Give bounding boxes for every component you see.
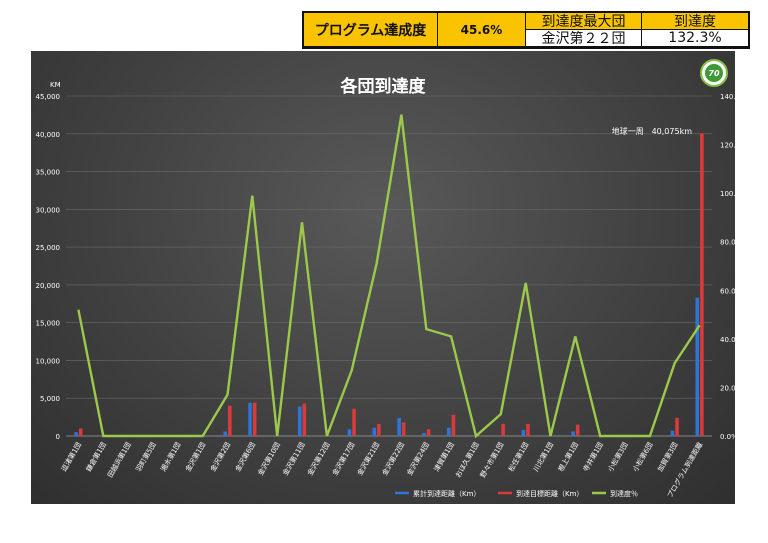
cumulative-bar: [223, 431, 227, 436]
cumulative-bar: [297, 406, 302, 436]
cumulative-bar: [74, 432, 78, 436]
x-tick-label: 根上第1団: [556, 441, 580, 474]
x-tick-label: 湘水第1団: [159, 441, 183, 474]
x-tick-label: 金沢第6団: [233, 441, 257, 474]
x-tick-label: 小松第6団: [631, 441, 655, 474]
x-tick-label: 金沢第12団: [305, 441, 331, 477]
y-right-tick-label: 0.0%: [720, 433, 738, 441]
achievement-value: 45.6%: [438, 13, 526, 47]
earth-circumference-annotation: 地球一周 40,075km: [612, 126, 693, 136]
y-right-tick-label: 80.0%: [720, 239, 743, 247]
cumulative-bar: [695, 297, 700, 436]
cumulative-bar: [670, 430, 675, 436]
x-tick-label: おほ久第1団: [453, 441, 481, 480]
target-bar: [252, 402, 257, 436]
x-tick-label: 野々市第1団: [478, 441, 506, 480]
reach-value: 132.3%: [642, 30, 748, 47]
x-tick-label: 金沢第2団: [208, 441, 232, 474]
x-tick-label: 小松第3団: [606, 441, 630, 474]
target-bar: [451, 414, 456, 436]
x-tick-label: 金沢第17団: [330, 441, 356, 477]
cumulative-bar: [372, 427, 377, 436]
achievement-label: プログラム達成度: [304, 13, 438, 47]
y-left-tick-label: 45,000: [36, 93, 61, 101]
target-bar: [675, 417, 679, 436]
cumulative-bar: [248, 402, 252, 436]
y-left-tick-label: 10,000: [36, 357, 61, 365]
cumulative-bar: [422, 432, 426, 436]
x-tick-label: 金沢第1団: [183, 441, 207, 474]
y-axis-label: KM: [50, 81, 61, 89]
legend-entry: 到達目標距離（Km）: [516, 489, 583, 498]
summary-table: プログラム達成度 45.6% 到達度最大団 金沢第２２団 到達度 132.3%: [302, 11, 750, 49]
x-tick-label: 金沢第24団: [405, 441, 431, 477]
cumulative-bar: [521, 429, 526, 436]
target-bar: [302, 403, 307, 436]
y-left-tick-label: 20,000: [36, 282, 61, 290]
target-bar: [377, 423, 381, 436]
x-tick-label: 津賀第1団: [432, 441, 456, 474]
target-bar: [700, 133, 704, 436]
max-group-value: 金沢第２２団: [526, 30, 642, 47]
x-tick-label: 鎌倉第1団: [84, 441, 108, 474]
y-right-tick-label: 60.0%: [720, 287, 743, 295]
y-right-tick-label: 40.0%: [720, 336, 743, 344]
reach-label: 到達度: [642, 13, 748, 30]
target-bar: [501, 423, 505, 436]
x-tick-label: 寺井第1団: [581, 441, 605, 474]
reach-line: [77, 114, 701, 439]
x-tick-label: 逗渚第1団: [59, 441, 83, 474]
target-bar: [78, 428, 83, 436]
cumulative-bar: [347, 429, 352, 436]
x-tick-label: 金沢第22団: [380, 441, 406, 477]
y-left-tick-label: 15,000: [36, 320, 61, 328]
x-tick-label: 田越浜第1団: [105, 441, 133, 480]
y-left-tick-label: 25,000: [36, 244, 61, 252]
x-tick-label: 金沢第21団: [355, 441, 381, 477]
target-bar: [526, 423, 530, 436]
x-tick-label: 川北第1団: [531, 441, 555, 474]
target-bar: [228, 405, 232, 436]
y-right-tick-label: 20.0%: [720, 384, 743, 392]
70th-anniversary-emblem-icon: 70: [700, 59, 728, 87]
y-right-tick-label: 120.0%: [720, 142, 747, 150]
target-bar: [401, 422, 406, 436]
y-right-tick-label: 140.0%: [720, 93, 747, 101]
cumulative-bar: [571, 431, 575, 436]
max-group-label: 到達度最大団: [526, 13, 642, 30]
x-tick-label: 松任第1団: [506, 441, 530, 474]
target-bar: [575, 424, 580, 436]
x-tick-label: 金沢第11団: [281, 441, 307, 477]
chart-title: 各団到達度: [340, 76, 427, 97]
legend-entry: 到達度％: [610, 489, 638, 498]
legend-entry: 累計到達距離（Km）: [413, 489, 480, 498]
x-tick-label: 金沢第10団: [256, 441, 282, 477]
y-left-tick-label: 0: [56, 433, 60, 441]
x-tick-label: 加賀第3団: [655, 441, 679, 474]
target-bar: [426, 429, 431, 436]
cumulative-bar: [397, 417, 401, 436]
y-right-tick-label: 100.0%: [720, 190, 747, 198]
cumulative-bar: [447, 427, 451, 436]
x-tick-label: 羽町第5団: [134, 441, 158, 474]
y-left-tick-label: 40,000: [36, 131, 61, 139]
y-left-tick-label: 35,000: [36, 169, 61, 177]
y-left-tick-label: 30,000: [36, 206, 61, 214]
chart-panel: [31, 51, 735, 504]
target-bar: [352, 408, 356, 436]
y-left-tick-label: 5,000: [40, 395, 60, 403]
